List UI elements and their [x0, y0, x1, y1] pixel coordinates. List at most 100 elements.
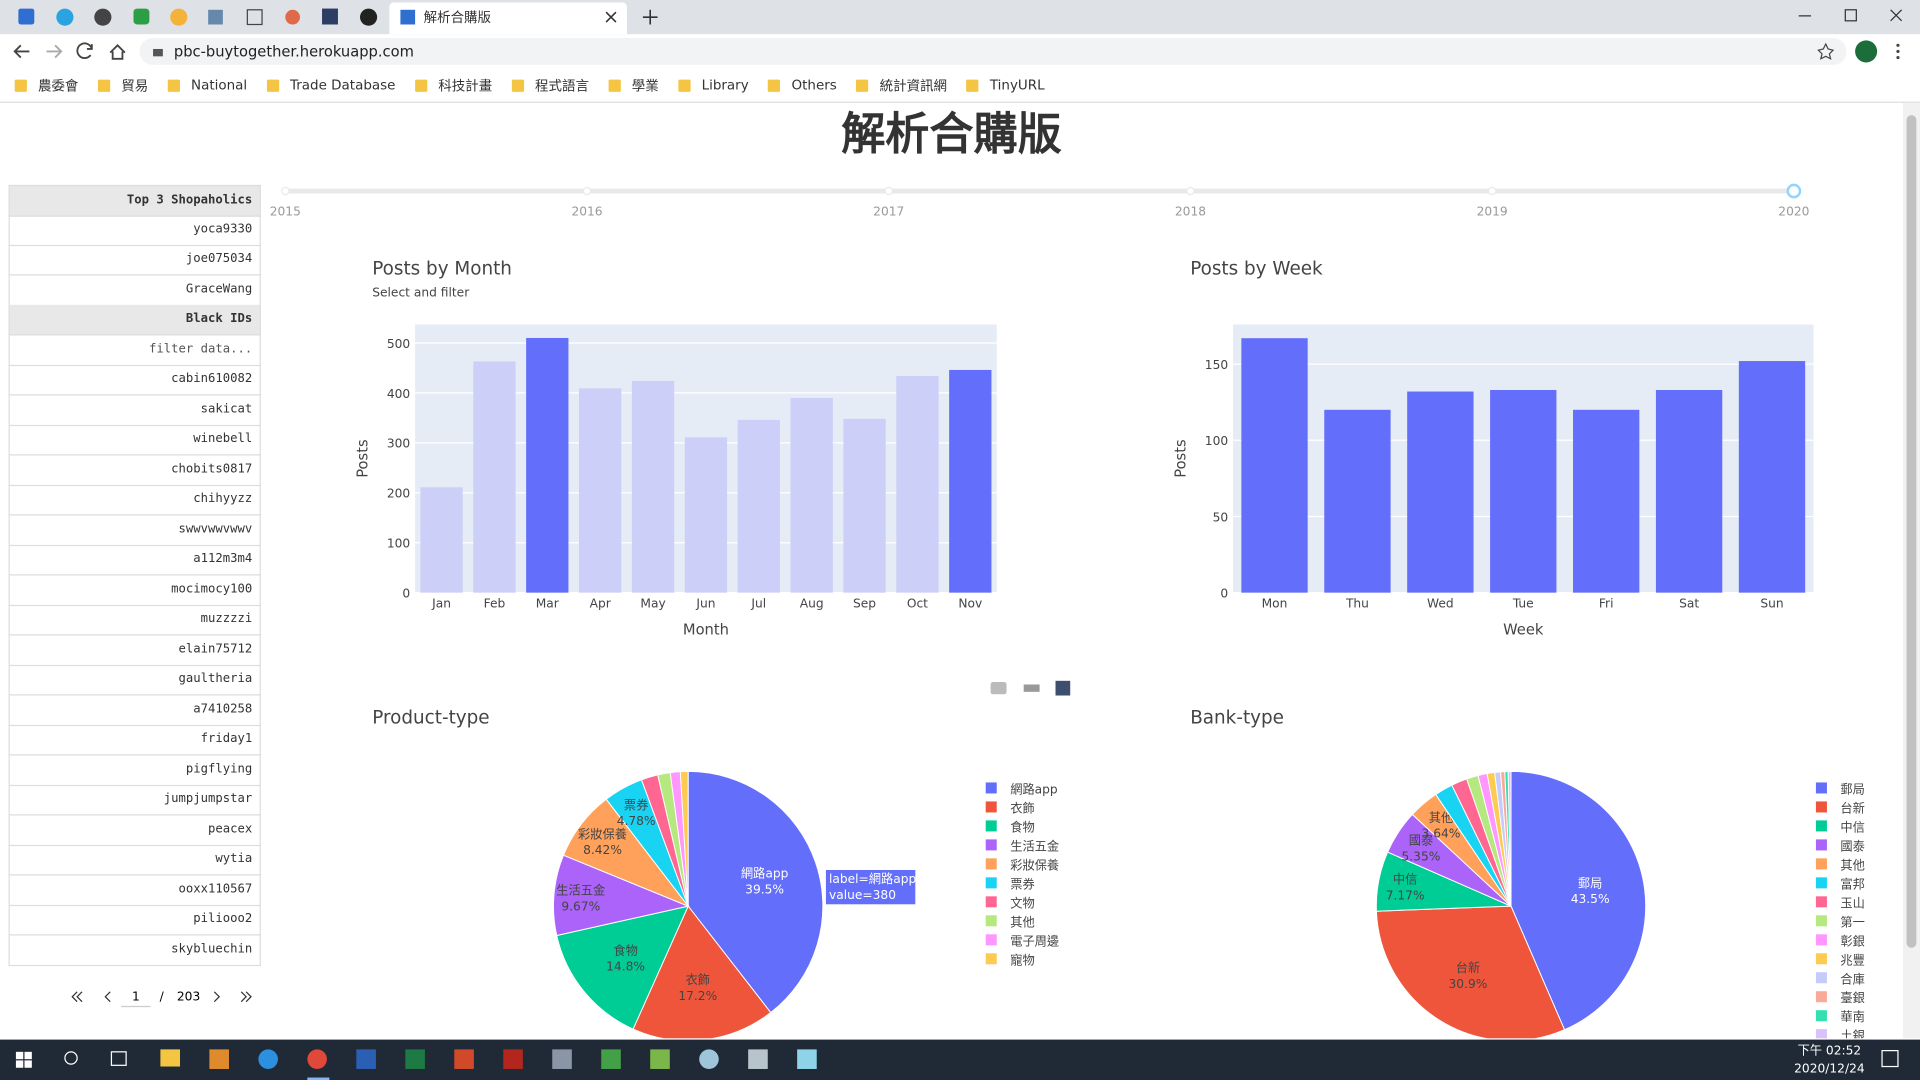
legend-swatch[interactable] — [1815, 1029, 1827, 1039]
bar[interactable] — [1241, 338, 1308, 593]
legend-swatch[interactable] — [1815, 915, 1827, 927]
tab-title[interactable]: 解析合購版 — [424, 10, 492, 26]
profile[interactable] — [1855, 40, 1878, 63]
bookmark[interactable]: TinyURL — [966, 77, 1045, 93]
bar[interactable] — [1490, 390, 1557, 593]
legend-swatch[interactable] — [1815, 801, 1827, 813]
prev-page[interactable] — [104, 991, 111, 1003]
current-page[interactable]: 1 — [132, 989, 140, 1003]
legend-label[interactable]: 兆豐 — [1840, 953, 1864, 967]
legend-label[interactable]: 票券 — [1010, 876, 1034, 891]
pie-slice[interactable] — [632, 905, 772, 1039]
legend-swatch[interactable] — [985, 896, 997, 908]
legend-label[interactable]: 寵物 — [1010, 952, 1034, 967]
legend-label[interactable]: 其他 — [1010, 915, 1034, 929]
forward[interactable] — [46, 44, 63, 59]
last-page[interactable] — [240, 991, 252, 1003]
legend-label[interactable]: 臺銀 — [1840, 990, 1864, 1005]
bookmark[interactable]: 學業 — [608, 75, 659, 95]
bar[interactable] — [949, 369, 992, 593]
legend-swatch[interactable] — [985, 953, 997, 965]
task-view[interactable] — [110, 1051, 127, 1066]
autoscale-icon[interactable] — [1023, 684, 1040, 692]
camera-icon[interactable] — [990, 682, 1007, 695]
legend-label[interactable]: 郵局 — [1840, 782, 1864, 796]
home[interactable] — [109, 44, 126, 60]
bar[interactable] — [1407, 391, 1474, 593]
legend-swatch[interactable] — [985, 820, 997, 832]
legend-label[interactable]: 合庫 — [1840, 971, 1864, 986]
legend-swatch[interactable] — [1815, 839, 1827, 851]
legend-swatch[interactable] — [985, 782, 997, 794]
bar[interactable] — [1655, 390, 1723, 593]
bar[interactable] — [1324, 409, 1391, 593]
bookmark[interactable]: 程式語言 — [511, 75, 589, 95]
legend-swatch[interactable] — [1815, 934, 1827, 946]
url[interactable]: pbc-buytogether.herokuapp.com — [174, 43, 414, 60]
legend-label[interactable]: 電子周邊 — [1010, 934, 1059, 948]
legend-label[interactable]: 國泰 — [1840, 839, 1864, 853]
legend-label[interactable]: 台新 — [1840, 800, 1864, 815]
bar[interactable] — [1573, 409, 1640, 593]
start-button[interactable] — [15, 1051, 32, 1068]
legend-swatch[interactable] — [1815, 972, 1827, 984]
legend-swatch[interactable] — [985, 839, 997, 851]
pie-slice[interactable] — [1507, 770, 1512, 907]
menu[interactable] — [1896, 43, 1900, 60]
close-window[interactable] — [1890, 9, 1903, 22]
bookmark[interactable]: Others — [768, 77, 837, 93]
legend-swatch[interactable] — [1815, 858, 1827, 870]
restore[interactable] — [1844, 9, 1857, 22]
scroll-thumb[interactable] — [1906, 115, 1917, 948]
legend-label[interactable]: 網路app — [1010, 781, 1058, 796]
legend-swatch[interactable] — [985, 934, 997, 946]
legend-label[interactable]: 生活五金 — [1010, 838, 1059, 853]
pinned-apps[interactable] — [160, 1049, 817, 1080]
pie-slice[interactable] — [687, 770, 824, 1014]
bar[interactable] — [896, 375, 939, 593]
pie-slice[interactable] — [1375, 905, 1566, 1039]
bookmark[interactable]: Trade Database — [266, 77, 395, 93]
legend-label[interactable]: 華南 — [1840, 1009, 1864, 1024]
omnibox[interactable] — [139, 37, 1847, 65]
legend-swatch[interactable] — [1815, 877, 1827, 889]
legend-swatch[interactable] — [985, 877, 997, 889]
legend-swatch[interactable] — [985, 915, 997, 927]
bar[interactable] — [1738, 361, 1806, 593]
clock-time[interactable]: 下午 02:52 — [1798, 1043, 1862, 1057]
bookmark[interactable]: 科技計畫 — [415, 75, 492, 95]
bar[interactable] — [631, 380, 675, 593]
legend-swatch[interactable] — [1815, 953, 1827, 965]
tab-close[interactable] — [605, 11, 617, 23]
first-page[interactable] — [71, 991, 83, 1003]
slider-handle[interactable] — [1786, 183, 1802, 199]
bar[interactable] — [473, 361, 516, 593]
pie-slice[interactable] — [556, 905, 690, 1030]
legend-swatch[interactable] — [985, 801, 997, 813]
legend-label[interactable]: 玉山 — [1840, 896, 1864, 910]
legend-label[interactable]: 彰銀 — [1840, 933, 1864, 948]
bar[interactable] — [790, 397, 833, 593]
bar[interactable] — [579, 388, 622, 593]
bar[interactable] — [737, 419, 780, 593]
bar[interactable] — [420, 487, 463, 593]
bar[interactable] — [684, 437, 728, 593]
back[interactable] — [13, 44, 30, 59]
bar[interactable] — [843, 418, 886, 593]
legend-label[interactable]: 彩妝保養 — [1010, 858, 1059, 872]
bookmark[interactable]: Library — [678, 77, 749, 93]
legend-swatch[interactable] — [985, 858, 997, 870]
legend-swatch[interactable] — [1815, 991, 1827, 1003]
pie-slice[interactable] — [679, 770, 689, 907]
new-tab[interactable] — [642, 9, 658, 25]
legend-swatch[interactable] — [1815, 782, 1827, 794]
next-page[interactable] — [213, 991, 221, 1003]
bookmark[interactable]: 農委會 — [14, 75, 79, 95]
legend-label[interactable]: 中信 — [1840, 819, 1864, 834]
bar[interactable] — [526, 337, 569, 593]
legend-label[interactable]: 食物 — [1010, 819, 1034, 834]
bookmark-star[interactable] — [1817, 42, 1835, 60]
plotly-logo[interactable] — [1055, 680, 1071, 696]
notifications[interactable] — [1881, 1050, 1899, 1068]
bookmark[interactable]: National — [167, 77, 247, 93]
